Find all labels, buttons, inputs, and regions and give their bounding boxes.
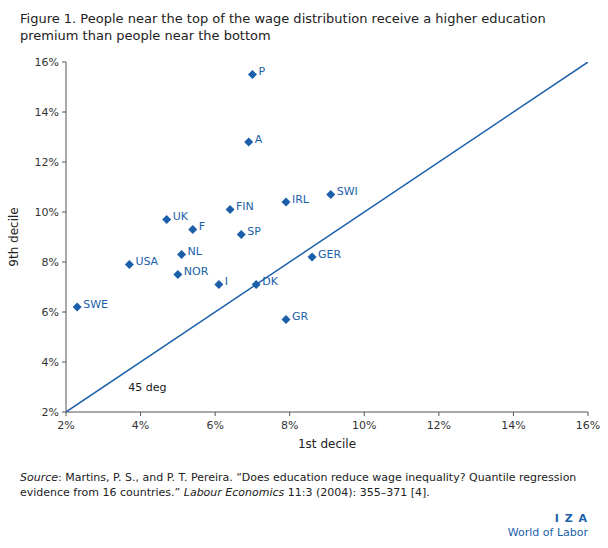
x-tick xyxy=(364,412,365,416)
point-label: FIN xyxy=(236,200,254,213)
point-label: NL xyxy=(188,245,203,258)
y-tick-label: 16% xyxy=(35,56,59,69)
x-tick-label: 2% xyxy=(57,419,74,432)
y-tick xyxy=(62,112,66,113)
y-tick xyxy=(62,262,66,263)
point xyxy=(248,70,257,79)
point-label: I xyxy=(225,275,228,288)
point xyxy=(281,315,290,324)
x-axis xyxy=(66,412,588,413)
point xyxy=(125,260,134,269)
point xyxy=(214,280,223,289)
point-label: SWE xyxy=(83,298,108,311)
y-tick-label: 8% xyxy=(42,256,59,269)
point-label: SWI xyxy=(337,185,358,198)
point-label: IRL xyxy=(292,193,310,206)
point xyxy=(162,215,171,224)
point xyxy=(173,270,182,279)
chart-title: Figure 1. People near the top of the wag… xyxy=(20,10,588,44)
y-tick-label: 10% xyxy=(35,206,59,219)
point-label: F xyxy=(199,220,205,233)
point xyxy=(244,138,253,147)
y-tick xyxy=(62,312,66,313)
reference-line-label: 45 deg xyxy=(128,381,166,394)
logo-line: World of Labor xyxy=(508,526,588,540)
point-label: GR xyxy=(292,310,309,323)
point-label: UK xyxy=(173,210,189,223)
x-tick-label: 6% xyxy=(206,419,223,432)
x-tick xyxy=(140,412,141,416)
point xyxy=(188,225,197,234)
point-label: DK xyxy=(262,275,278,288)
point xyxy=(177,250,186,259)
point xyxy=(237,230,246,239)
x-tick xyxy=(513,412,514,416)
point xyxy=(326,190,335,199)
point-label: SP xyxy=(247,225,261,238)
y-tick xyxy=(62,362,66,363)
point-label: A xyxy=(255,133,263,146)
x-axis-label: 1st decile xyxy=(298,437,356,451)
point xyxy=(281,198,290,207)
point xyxy=(252,280,261,289)
x-tick xyxy=(438,412,439,416)
point xyxy=(226,205,235,214)
y-tick xyxy=(62,412,66,413)
y-tick-label: 14% xyxy=(35,106,59,119)
x-tick-label: 8% xyxy=(281,419,298,432)
point-label: P xyxy=(258,65,265,78)
y-tick xyxy=(62,162,66,163)
y-tick-label: 4% xyxy=(42,356,59,369)
plot-area xyxy=(66,62,588,412)
point-label: NOR xyxy=(184,265,209,278)
x-tick-label: 10% xyxy=(352,419,376,432)
y-tick xyxy=(62,212,66,213)
x-tick-label: 12% xyxy=(427,419,451,432)
point-label: GER xyxy=(318,248,341,261)
x-tick xyxy=(289,412,290,416)
x-tick xyxy=(66,412,67,416)
x-tick-label: 14% xyxy=(501,419,525,432)
point xyxy=(73,303,82,312)
y-tick-label: 2% xyxy=(42,406,59,419)
y-tick xyxy=(62,62,66,63)
y-axis-label: 9th decile xyxy=(7,207,21,266)
x-tick-label: 4% xyxy=(132,419,149,432)
chart: 2% 4% 6% 8% 10% 12% 14% 16% 2% 4% 6% 8% 10% 12% 14% 16%… xyxy=(0,0,608,548)
y-tick-label: 12% xyxy=(35,156,59,169)
source-part: Labour Economics xyxy=(184,486,285,499)
point-label: USA xyxy=(135,255,158,268)
x-tick-label: 16% xyxy=(576,419,600,432)
logo: I Z AWorld of Labor xyxy=(508,512,588,540)
reference-line xyxy=(66,62,588,412)
x-tick xyxy=(215,412,216,416)
source-part: Source xyxy=(20,471,58,484)
source-note: Source: Martins, P. S., and P. T. Pereir… xyxy=(20,470,588,500)
x-tick xyxy=(588,412,589,416)
y-axis xyxy=(66,62,67,412)
logo-line: I Z A xyxy=(508,512,588,526)
source-part: 11:3 (2004): 355–371 [4]. xyxy=(284,486,430,499)
point xyxy=(308,253,317,262)
y-tick-label: 6% xyxy=(42,306,59,319)
